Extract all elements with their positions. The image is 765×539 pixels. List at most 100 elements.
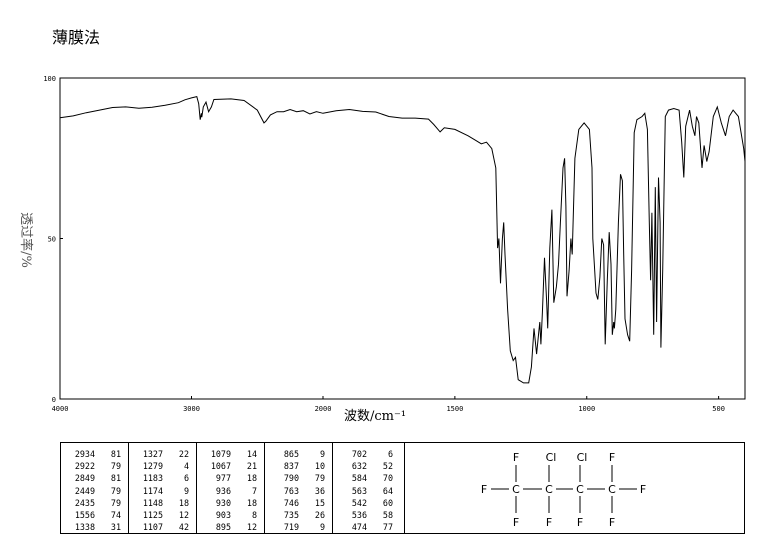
y-axis-ticks: 0 50 100 <box>43 75 63 404</box>
peak-row: 763 36 <box>269 485 330 497</box>
peak-transmittance: 81 <box>110 449 121 459</box>
atom-label: F <box>640 483 646 496</box>
plot-frame <box>59 77 746 400</box>
peak-row: 1079 14 <box>201 448 262 460</box>
peak-wavenumber: 837 <box>283 461 299 472</box>
peak-wavenumber: 584 <box>351 473 367 484</box>
peak-transmittance: 10 <box>314 461 325 472</box>
peak-wavenumber: 1148 <box>142 497 163 508</box>
peak-wavenumber: 2922 <box>74 461 95 472</box>
peak-wavenumber: 702 <box>351 449 367 459</box>
y-tick-label: 100 <box>43 75 56 83</box>
peak-transmittance: 77 <box>382 522 393 533</box>
peak-wavenumber: 930 <box>215 497 231 508</box>
peak-row: 584 70 <box>337 472 402 484</box>
peak-row: 1148 18 <box>133 497 194 509</box>
peak-transmittance: 6 <box>387 449 393 459</box>
peak-wavenumber: 1279 <box>142 461 163 472</box>
peak-row: 632 52 <box>337 460 402 472</box>
peak-row: 1279 4 <box>133 460 194 472</box>
peak-table: 2934 81 2922 79 2849 81 2449 79 2435 79 1556 74 1338… <box>60 442 745 534</box>
peak-transmittance: 31 <box>110 522 121 533</box>
atom-label: F <box>481 483 487 496</box>
x-tick-label: 1000 <box>578 405 595 413</box>
peak-wavenumber: 563 <box>351 485 367 496</box>
peak-transmittance: 4 <box>183 461 189 472</box>
atom-label: F <box>546 516 552 529</box>
peak-wavenumber: 2934 <box>74 449 95 459</box>
peak-wavenumber: 632 <box>351 461 367 472</box>
x-tick-label: 1500 <box>446 405 463 413</box>
peak-transmittance: 18 <box>178 497 189 508</box>
peak-row: 1556 74 <box>65 509 126 521</box>
x-axis-ticks: 4000 3000 2000 1500 1000 500 <box>52 396 725 413</box>
peak-transmittance: 9 <box>319 522 325 533</box>
peak-transmittance: 58 <box>382 510 393 521</box>
peak-row: 1107 42 <box>133 521 194 533</box>
peak-wavenumber: 719 <box>283 522 299 533</box>
peak-transmittance: 36 <box>314 485 325 496</box>
peak-row: 936 7 <box>201 485 262 497</box>
peak-wavenumber: 1067 <box>210 461 231 472</box>
spectrum-line <box>59 95 746 384</box>
peak-row: 903 8 <box>201 509 262 521</box>
molecular-structure: F Cl Cl F F C C C C F F F F F <box>405 443 744 533</box>
atom-label: Cl <box>577 451 588 464</box>
peak-row: 790 79 <box>269 472 330 484</box>
peak-wavenumber: 474 <box>351 522 367 533</box>
peak-row: 719 9 <box>269 521 330 533</box>
peak-transmittance: 14 <box>246 449 257 459</box>
peak-transmittance: 12 <box>178 510 189 521</box>
peak-column: 2934 81 2922 79 2849 81 2449 79 2435 79 1556 74 1338… <box>61 443 129 533</box>
x-axis-label: 波数/cm⁻¹ <box>344 409 406 424</box>
peak-wavenumber: 1174 <box>142 485 163 496</box>
peak-row: 865 9 <box>269 448 330 460</box>
peak-row: 930 18 <box>201 497 262 509</box>
peak-transmittance: 18 <box>246 473 257 484</box>
peak-transmittance: 22 <box>178 449 189 459</box>
atom-label: C <box>608 483 616 496</box>
peak-transmittance: 9 <box>183 485 189 496</box>
peak-transmittance: 74 <box>110 510 121 521</box>
peak-row: 1338 31 <box>65 521 126 533</box>
peak-row: 1174 9 <box>133 485 194 497</box>
peak-wavenumber: 1079 <box>210 449 231 459</box>
peak-wavenumber: 865 <box>283 449 299 459</box>
peak-wavenumber: 2849 <box>74 473 95 484</box>
peak-row: 1327 22 <box>133 448 194 460</box>
peak-transmittance: 79 <box>110 485 121 496</box>
y-axis-label: 透过率/% <box>18 212 34 268</box>
atom-label: F <box>513 451 519 464</box>
peak-transmittance: 60 <box>382 497 393 508</box>
peak-wavenumber: 536 <box>351 510 367 521</box>
peak-column: 865 9 837 10 790 79 763 36 746 15 735 26 719 9 <box>265 443 333 533</box>
peak-transmittance: 70 <box>382 473 393 484</box>
peak-wavenumber: 2449 <box>74 485 95 496</box>
x-tick-label: 500 <box>712 405 725 413</box>
peak-row: 2449 79 <box>65 485 126 497</box>
peak-transmittance: 52 <box>382 461 393 472</box>
x-tick-label: 3000 <box>183 405 200 413</box>
peak-row: 895 12 <box>201 521 262 533</box>
atom-label: F <box>513 516 519 529</box>
peak-wavenumber: 903 <box>215 510 231 521</box>
x-tick-label: 4000 <box>52 405 69 413</box>
peak-transmittance: 26 <box>314 510 325 521</box>
atom-label: C <box>576 483 584 496</box>
peak-row: 702 6 <box>337 448 402 460</box>
peak-row: 536 58 <box>337 509 402 521</box>
peak-wavenumber: 895 <box>215 522 231 533</box>
atom-label: F <box>577 516 583 529</box>
atom-label: C <box>512 483 520 496</box>
peak-row: 563 64 <box>337 485 402 497</box>
peak-transmittance: 7 <box>251 485 257 496</box>
peak-row: 2435 79 <box>65 497 126 509</box>
peak-transmittance: 18 <box>246 497 257 508</box>
peak-transmittance: 8 <box>251 510 257 521</box>
peak-column: 1079 14 1067 21 977 18 936 7 930 18 903 8 895 12 <box>197 443 265 533</box>
peak-row: 2849 81 <box>65 472 126 484</box>
peak-row: 977 18 <box>201 472 262 484</box>
peak-wavenumber: 1125 <box>142 510 163 521</box>
y-tick-label: 0 <box>52 396 56 404</box>
peak-wavenumber: 735 <box>283 510 299 521</box>
